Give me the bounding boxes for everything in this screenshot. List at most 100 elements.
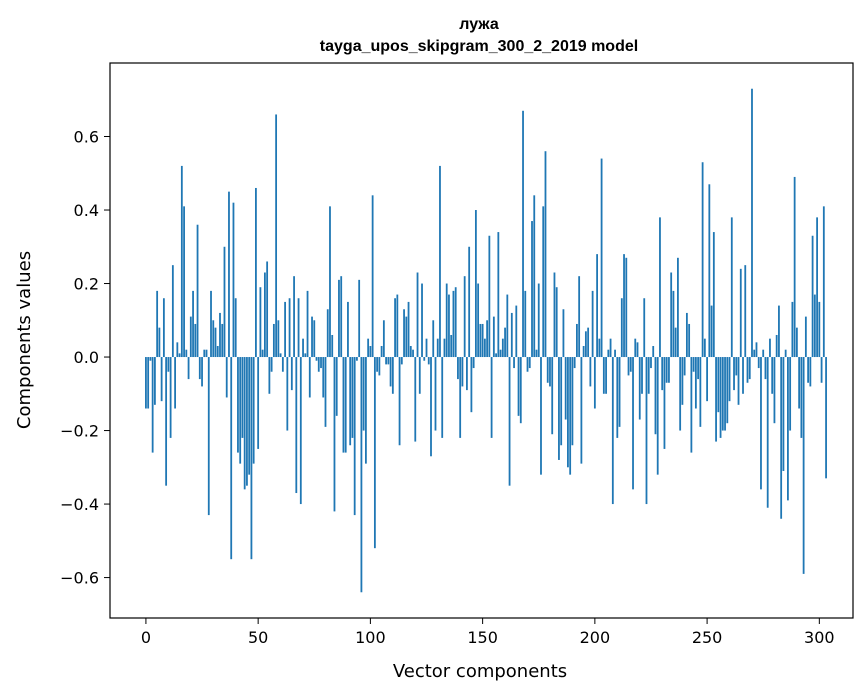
bar — [697, 357, 700, 380]
bar — [681, 357, 684, 405]
bar — [780, 357, 783, 519]
bar — [701, 162, 704, 358]
chart-subtitle: tayga_upos_skipgram_300_2_2019 model — [320, 38, 638, 55]
bar — [286, 357, 289, 431]
bar — [234, 298, 237, 358]
bar — [427, 357, 430, 365]
bar — [721, 357, 724, 431]
bar — [733, 357, 735, 391]
bar — [609, 338, 612, 358]
bar — [266, 261, 269, 358]
bar — [302, 338, 304, 358]
bar — [483, 338, 486, 358]
bar — [724, 357, 726, 431]
bar — [542, 206, 545, 358]
bar — [593, 357, 596, 409]
bar — [338, 279, 340, 358]
bar — [145, 357, 147, 409]
bar — [576, 323, 578, 358]
bar — [183, 206, 185, 358]
bar — [625, 257, 628, 358]
bar — [775, 334, 778, 358]
bar — [558, 357, 560, 460]
bar — [535, 349, 538, 358]
bar — [674, 327, 677, 358]
bar — [349, 357, 352, 446]
bar — [820, 357, 823, 383]
bar — [495, 353, 497, 358]
bar — [587, 327, 590, 358]
bar — [497, 232, 500, 358]
bar — [652, 346, 655, 358]
bar — [322, 357, 325, 398]
bar — [490, 357, 493, 438]
bar — [270, 357, 273, 372]
bar — [562, 309, 565, 358]
bar — [755, 342, 758, 358]
bar — [192, 290, 194, 358]
bar — [293, 276, 295, 358]
bar — [416, 272, 419, 358]
bar — [735, 357, 738, 376]
y-tick-label: −0.2 — [60, 422, 99, 441]
bar — [261, 349, 264, 358]
bar — [246, 357, 248, 486]
bar — [180, 165, 183, 358]
bar — [506, 294, 509, 358]
bar — [409, 346, 412, 358]
bar — [778, 305, 780, 358]
bar — [526, 357, 529, 372]
bar — [356, 357, 358, 361]
bar — [600, 158, 603, 358]
bar — [430, 357, 432, 457]
bar — [391, 357, 394, 394]
bar — [602, 357, 605, 394]
bar — [169, 357, 172, 438]
bar — [365, 357, 367, 464]
bar — [508, 357, 511, 486]
bar — [461, 357, 464, 387]
bar — [358, 279, 361, 358]
bar — [569, 357, 572, 475]
bar — [488, 235, 491, 358]
bar — [825, 357, 827, 479]
bar — [757, 357, 760, 369]
bar — [546, 357, 549, 383]
y-tick-label: 0.6 — [74, 128, 99, 147]
bar — [746, 357, 749, 383]
bar — [661, 357, 664, 391]
bar — [223, 246, 226, 358]
bar — [230, 357, 233, 560]
bar — [564, 357, 567, 420]
bar — [201, 357, 203, 387]
bar — [712, 232, 715, 358]
bar — [479, 323, 482, 358]
bar — [620, 298, 623, 358]
bar — [194, 323, 197, 358]
bar — [189, 316, 192, 358]
bar — [807, 357, 810, 383]
bar — [418, 357, 421, 394]
bar — [537, 283, 540, 358]
bar — [730, 217, 733, 358]
bar — [398, 357, 401, 446]
bar — [284, 301, 286, 358]
bar — [221, 323, 224, 358]
bar — [324, 357, 327, 427]
bar — [228, 191, 230, 358]
bar — [589, 357, 592, 387]
bar — [694, 357, 697, 409]
bar — [396, 294, 399, 358]
bar — [214, 327, 217, 358]
bar — [382, 320, 385, 358]
bar — [387, 357, 390, 365]
bar — [165, 357, 168, 486]
bar — [555, 287, 558, 358]
y-tick-label: 0.4 — [74, 201, 99, 220]
bar — [771, 357, 774, 394]
bar — [762, 349, 765, 358]
bar — [665, 357, 668, 383]
bar — [275, 114, 278, 358]
bar — [623, 254, 625, 358]
